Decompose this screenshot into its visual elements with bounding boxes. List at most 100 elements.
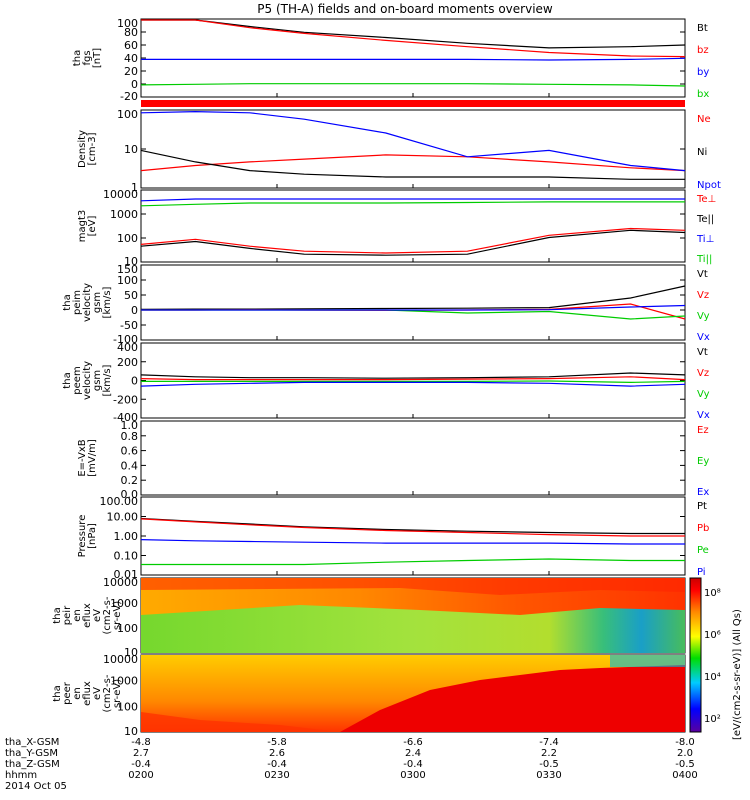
y-tick-label: 100 <box>117 232 138 245</box>
series-line-bx <box>140 83 686 87</box>
footer-value: 0300 <box>400 770 425 781</box>
colorbar-tick-label: 10⁶ <box>704 630 721 641</box>
panel-frame <box>140 342 686 419</box>
y-tick-label: 40 <box>124 52 138 65</box>
y-tick-label: 0.6 <box>121 445 139 458</box>
series-line-Pb <box>140 518 685 537</box>
y-axis-label: [mV/m] <box>87 439 98 477</box>
footer-value: 0330 <box>536 770 561 781</box>
series-line-Pi <box>140 539 685 545</box>
footer-value: 2.7 <box>133 748 149 759</box>
panel-frame <box>140 264 686 341</box>
legend-item: Ne <box>697 114 711 125</box>
y-tick-label: 10 <box>124 255 138 268</box>
footer-value: -8.0 <box>675 737 695 748</box>
y-axis-label: sr-eV) <box>112 679 123 708</box>
series-line-Pe <box>141 558 685 566</box>
series-line-Ti|| <box>140 201 685 207</box>
y-axis-label: eflux <box>82 681 93 706</box>
colorbar-tick-label: 10⁸ <box>704 588 721 599</box>
y-tick-label: 100 <box>117 274 138 287</box>
footer-value: -0.4 <box>403 759 423 770</box>
y-axis-label: Pressure <box>77 515 88 558</box>
y-axis-label: tha <box>72 50 83 66</box>
series-line-Vt <box>140 285 686 310</box>
series-line-Pt <box>140 517 685 535</box>
y-tick-label: -20 <box>120 90 138 103</box>
y-axis-label: sr-eV) <box>112 601 123 630</box>
series-line-Te|| <box>140 229 686 256</box>
legend-item: Pi <box>697 567 706 578</box>
series-line-by <box>141 57 686 61</box>
y-axis-label: [cm-3] <box>87 132 98 165</box>
colorbar <box>689 577 702 733</box>
y-axis-label: peim <box>72 290 83 315</box>
y-tick-label: 1000 <box>110 208 138 221</box>
panel-efield: 1.00.8 0.60.4 0.20.0 E=-VxB [mV/m] Ez Ey Ex <box>77 419 709 501</box>
panel-pressure: 100.00 10.00 1.00 0.10 0.01 Pressure [nPa] Pt Pb… <box>77 495 709 581</box>
footer-value: 0400 <box>672 770 697 781</box>
legend-item: Vz <box>697 368 709 379</box>
y-tick-label: 1.0 <box>121 419 139 432</box>
y-tick-label: 10.00 <box>107 511 139 524</box>
y-tick-label: 10 <box>124 725 138 738</box>
footer-value: -6.6 <box>403 737 423 748</box>
series-line-Ti⊥ <box>140 198 685 202</box>
electron-spectrogram <box>141 655 685 732</box>
y-axis-label: eV <box>92 687 103 700</box>
y-axis-label: [nT] <box>92 48 103 68</box>
y-tick-label: 0.10 <box>114 550 139 563</box>
footer-value: -4.8 <box>131 737 151 748</box>
y-tick-label: 1000 <box>110 597 138 610</box>
footer-value: 2.2 <box>541 748 557 759</box>
series-line-Vt <box>140 372 686 379</box>
footer-row-label: hhmm <box>5 770 37 781</box>
legend-item: Pb <box>697 523 709 534</box>
footer-value: 0200 <box>128 770 153 781</box>
series-line-Ni <box>140 149 685 180</box>
y-tick-label: 0 <box>131 78 138 91</box>
y-tick-label: -50 <box>120 319 138 332</box>
y-tick-label: 0.01 <box>114 568 139 581</box>
footer-row-label: tha_Z-GSM <box>5 759 60 770</box>
legend-item: Ez <box>697 425 709 436</box>
footer-row-label: 2014 Oct 05 <box>5 781 67 792</box>
footer-row-label: tha_Y-GSM <box>5 748 58 759</box>
y-axis-label: tha <box>62 372 73 388</box>
legend-item: Te⊥ <box>696 194 716 205</box>
legend-item: Npot <box>697 180 721 191</box>
y-tick-label: 400 <box>117 341 138 354</box>
y-tick-label: 100 <box>117 108 138 121</box>
legend-item: bx <box>697 89 709 100</box>
legend-item: Ey <box>697 456 709 467</box>
panel-peem_velocity: 400 200 0 -200 -400 tha peem velocity gsm [km/s] V… <box>62 341 710 424</box>
y-tick-label: 100 <box>117 622 138 635</box>
footer-value: 2.6 <box>269 748 285 759</box>
y-tick-label: 0.2 <box>121 474 139 487</box>
ion-spectrogram <box>141 578 685 653</box>
y-tick-label: 50 <box>124 289 138 302</box>
y-tick-label: 0.8 <box>121 430 139 443</box>
series-line-Vx <box>140 381 686 387</box>
legend-item: Te|| <box>696 214 714 225</box>
footer-value: -0.4 <box>131 759 151 770</box>
y-axis-label: velocity <box>82 283 93 322</box>
y-tick-label: 10 <box>124 143 138 156</box>
y-tick-label: 100 <box>117 17 138 30</box>
plot-title: P5 (TH-A) fields and on-board moments ov… <box>257 2 553 16</box>
y-axis-label: peem <box>72 366 83 394</box>
y-tick-label: 10000 <box>103 576 138 589</box>
legend-item: Ex <box>697 487 709 498</box>
y-axis-label: (cm2-s- <box>102 596 113 634</box>
series-line-Npot <box>140 110 686 172</box>
legend-item: Vt <box>697 347 708 358</box>
panel-frame <box>140 109 686 189</box>
y-axis-label: tha <box>52 607 63 623</box>
series-line-Vy <box>141 309 686 320</box>
series-line-Vz <box>140 376 686 381</box>
footer-value: 0230 <box>264 770 289 781</box>
legend-item: bz <box>697 45 709 56</box>
y-tick-label: 0.0 <box>121 488 139 501</box>
